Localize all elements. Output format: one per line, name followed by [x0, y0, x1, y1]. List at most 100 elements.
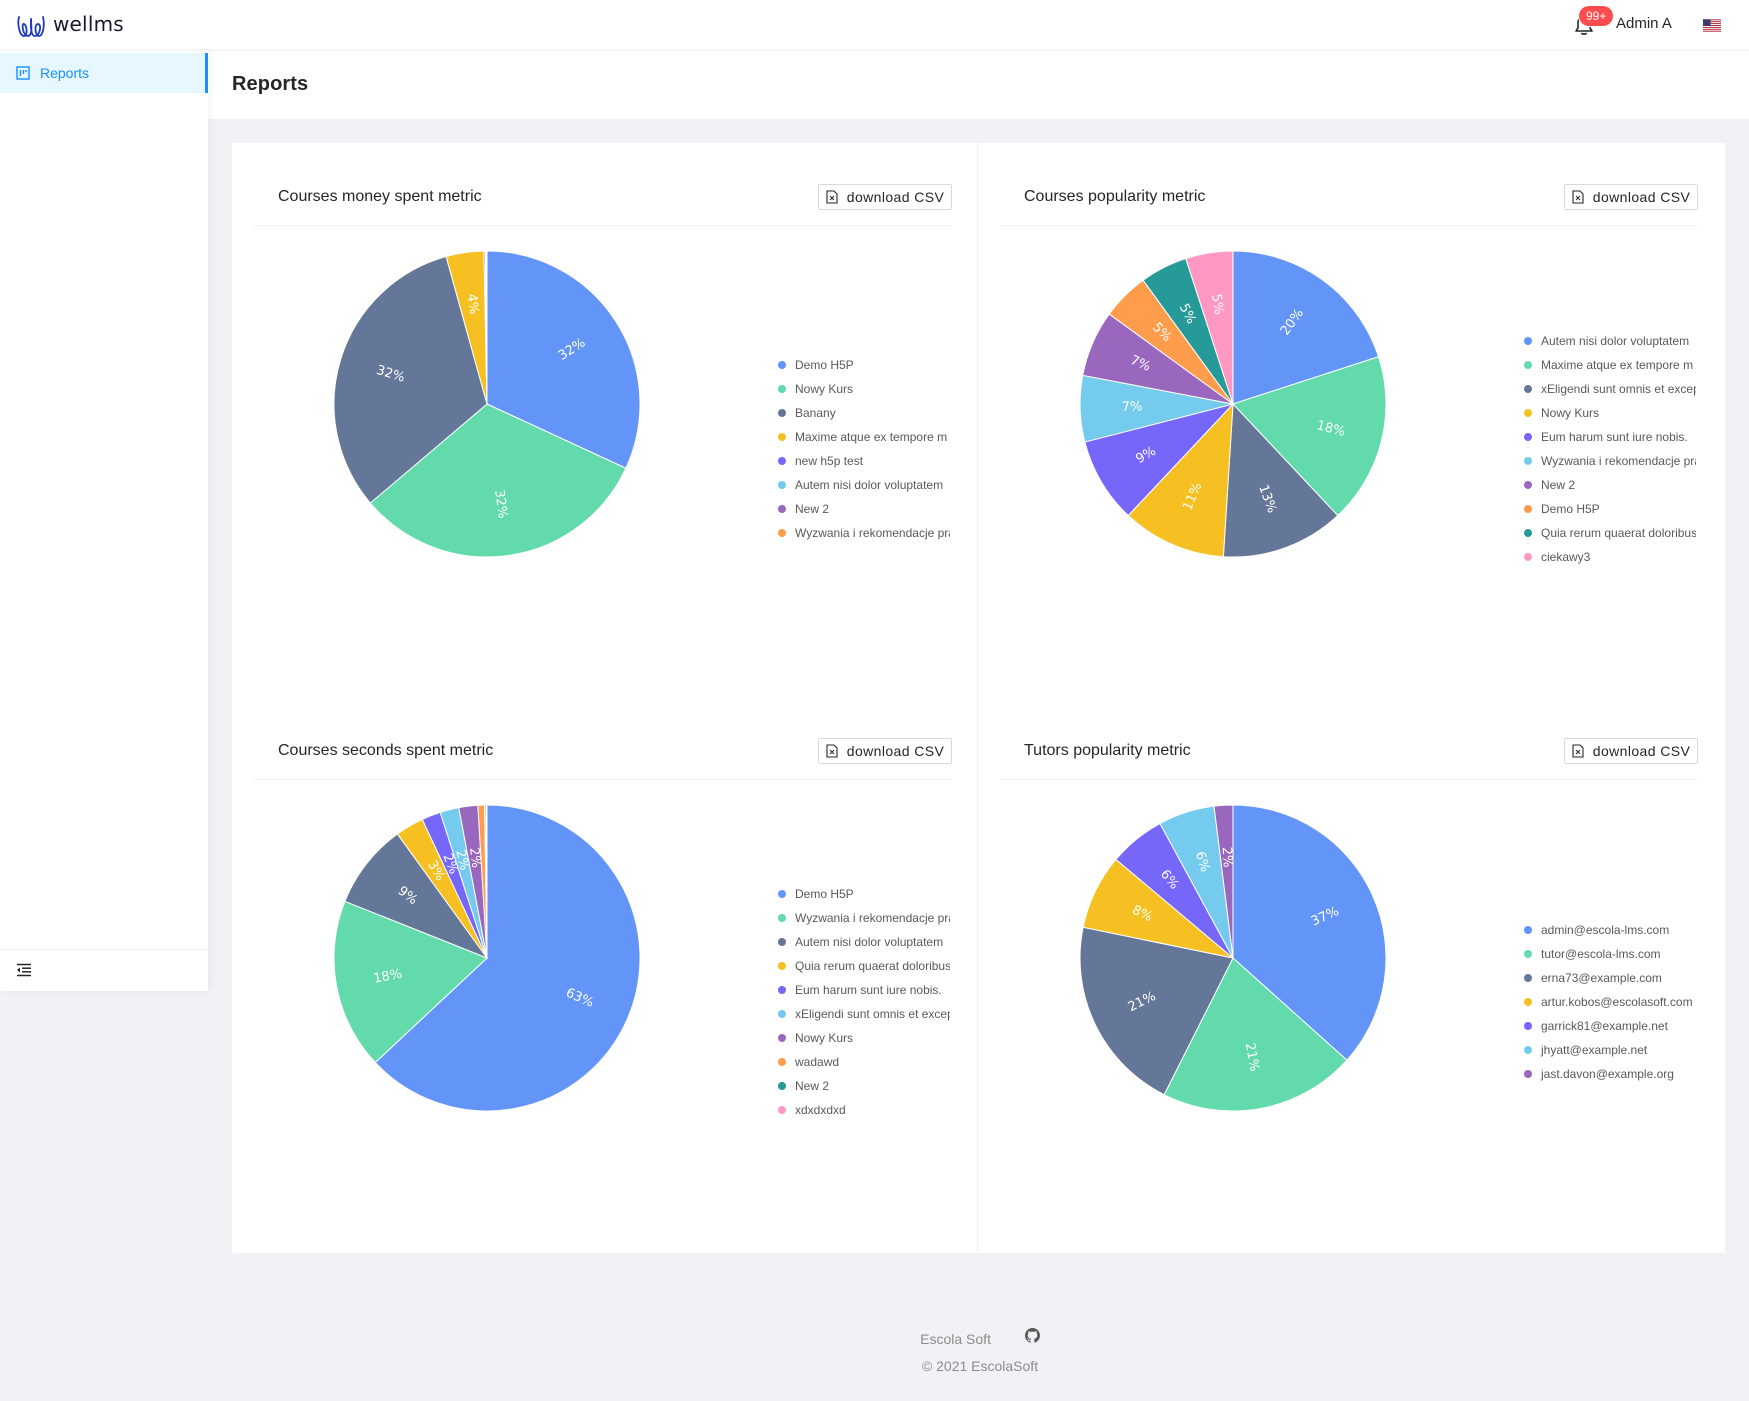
legend-item[interactable]: admin@escola-lms.com [1524, 918, 1696, 942]
pie-slice[interactable] [1079, 926, 1234, 1096]
legend-item[interactable]: ciekawy3 [1524, 545, 1696, 569]
legend-marker [778, 890, 786, 898]
legend-item[interactable]: New 2 [1524, 473, 1696, 497]
legend-marker [1524, 926, 1532, 934]
legend-item[interactable]: Demo H5P [778, 353, 950, 377]
download-csv-button[interactable]: download CSV [1564, 738, 1698, 764]
legend-item[interactable]: xEligendi sunt omnis et excep [1524, 377, 1696, 401]
pie-slice[interactable] [1163, 957, 1348, 1112]
footer-company-link[interactable]: Escola Soft [920, 1331, 991, 1348]
app-logo[interactable]: wellms [16, 8, 124, 40]
pie-slice[interactable] [1127, 402, 1234, 558]
legend-item[interactable]: erna73@example.com [1524, 966, 1696, 990]
tutors-popularity-panel: Tutors popularity metric download CSV 37… [1000, 697, 1698, 1252]
notification-badge: 99+ [1579, 6, 1614, 26]
pie-slice[interactable] [344, 833, 489, 960]
legend-item[interactable]: Nowy Kurs [1524, 401, 1696, 425]
legend-item[interactable]: Eum harum sunt iure nobis. [778, 978, 950, 1002]
copyright-icon: © [921, 1358, 933, 1374]
pie-slice[interactable] [374, 804, 641, 1112]
pie-slice-label: 5% [1208, 293, 1226, 316]
popularity-pie-chart[interactable]: 20%18%13%11%9%7%7%5%5% 5% [1000, 226, 1697, 698]
pie-slice[interactable] [1213, 804, 1234, 959]
legend-item[interactable]: Wyzwania i rekomendacje pra [778, 521, 950, 545]
file-excel-icon [826, 744, 838, 758]
download-csv-button[interactable]: download CSV [1564, 184, 1698, 210]
panel-divider [1000, 779, 1697, 780]
tutors-popularity-pie-chart[interactable]: 37%21%21%8%6%6% 2% [1000, 780, 1697, 1252]
legend-label: Demo H5P [795, 887, 854, 901]
legend-item[interactable]: Autem nisi dolor voluptatem [778, 473, 950, 497]
legend-item[interactable]: New 2 [778, 497, 950, 521]
legend-item[interactable]: New 2 [778, 1074, 950, 1098]
legend-item[interactable]: Wyzwania i rekomendacje pra [1524, 449, 1696, 473]
legend-item[interactable]: xEligendi sunt omnis et excep [778, 1002, 950, 1026]
download-csv-button[interactable]: download CSV [818, 184, 952, 210]
legend-item[interactable]: Autem nisi dolor voluptatem [1524, 329, 1696, 353]
pie-slice[interactable] [333, 900, 488, 1064]
legend-marker [778, 433, 786, 441]
legend-item[interactable]: xdxdxdxd [778, 1098, 950, 1122]
legend-item[interactable]: Demo H5P [778, 882, 950, 906]
seconds-spent-pie-chart[interactable]: 63%18%9%3%2%2%2% [254, 780, 951, 1252]
legend-item[interactable]: Nowy Kurs [778, 1026, 950, 1050]
pie-slice-label: 4% [463, 293, 481, 316]
legend-item[interactable]: wadawd [778, 1050, 950, 1074]
file-excel-icon [1572, 744, 1584, 758]
pie-slice[interactable] [1185, 250, 1234, 405]
legend-item[interactable]: Demo H5P [1524, 497, 1696, 521]
legend-label: Nowy Kurs [1541, 406, 1600, 420]
reports-icon [16, 66, 30, 80]
legend-item[interactable]: Autem nisi dolor voluptatem [778, 930, 950, 954]
legend-marker [778, 481, 786, 489]
legend-item[interactable]: Nowy Kurs [778, 377, 950, 401]
app-name: wellms [53, 12, 124, 36]
legend-marker [1524, 1022, 1532, 1030]
page-header: Reports [208, 49, 1749, 119]
github-icon[interactable] [1024, 1328, 1040, 1343]
download-csv-label: download CSV [846, 743, 945, 759]
legend-item[interactable]: Maxime atque ex tempore m [778, 425, 950, 449]
legend-label: New 2 [1541, 478, 1576, 492]
legend-marker [1524, 361, 1532, 369]
legend-item[interactable]: Maxime atque ex tempore m [1524, 353, 1696, 377]
pie-slice[interactable] [333, 255, 488, 504]
legend-item[interactable]: tutor@escola-lms.com [1524, 942, 1696, 966]
pie-slice-label: 21% [1242, 1042, 1262, 1073]
pie-slice[interactable] [1232, 250, 1380, 405]
pie-slice[interactable] [1232, 356, 1387, 517]
legend-item[interactable]: artur.kobos@escolasoft.com [1524, 990, 1696, 1014]
legend-item[interactable]: Quia rerum quaerat doloribus [778, 954, 950, 978]
file-excel-icon [1572, 190, 1584, 204]
sidebar-item-reports[interactable]: Reports [0, 53, 208, 93]
legend-marker [778, 1010, 786, 1018]
download-csv-button[interactable]: download CSV [818, 738, 952, 764]
legend-item[interactable]: garrick81@example.net [1524, 1014, 1696, 1038]
legend-item[interactable]: jast.davon@example.org [1524, 1062, 1696, 1086]
pie-slice[interactable] [1222, 402, 1339, 558]
pie-slice[interactable] [369, 403, 627, 558]
menu-fold-icon[interactable] [16, 963, 32, 977]
legend-item[interactable]: Eum harum sunt iure nobis. [1524, 425, 1696, 449]
legend-item[interactable]: jhyatt@example.net [1524, 1038, 1696, 1062]
legend-label: xEligendi sunt omnis et excep [1541, 382, 1696, 396]
us-flag-icon[interactable] [1703, 19, 1721, 32]
legend-item[interactable]: Banany [778, 401, 950, 425]
pie-slice[interactable] [1084, 403, 1235, 517]
legend-marker [1524, 998, 1532, 1006]
tutors-popularity-legend: admin@escola-lms.com tutor@escola-lms.com… [1524, 918, 1696, 1086]
legend-label: erna73@example.com [1541, 971, 1662, 985]
legend-item[interactable]: Wyzwania i rekomendacje pra [778, 906, 950, 930]
pie-slice[interactable] [1232, 804, 1387, 1061]
legend-item[interactable]: Quia rerum quaerat doloribus [1524, 521, 1696, 545]
legend-label: Autem nisi dolor voluptatem [1541, 334, 1690, 348]
user-menu[interactable]: Admin A [1616, 15, 1672, 32]
legend-label: new h5p test [795, 454, 864, 468]
money-spent-pie-chart[interactable]: 32%32%32%4% [254, 226, 951, 698]
panel-title: Tutors popularity metric [1024, 742, 1191, 759]
pie-slice[interactable] [485, 804, 488, 959]
legend-item[interactable]: new h5p test [778, 449, 950, 473]
legend-label: xEligendi sunt omnis et excep [795, 1007, 950, 1021]
pie-slice[interactable] [486, 250, 641, 469]
money-spent-panel: Courses money spent metric download CSV … [254, 143, 952, 698]
